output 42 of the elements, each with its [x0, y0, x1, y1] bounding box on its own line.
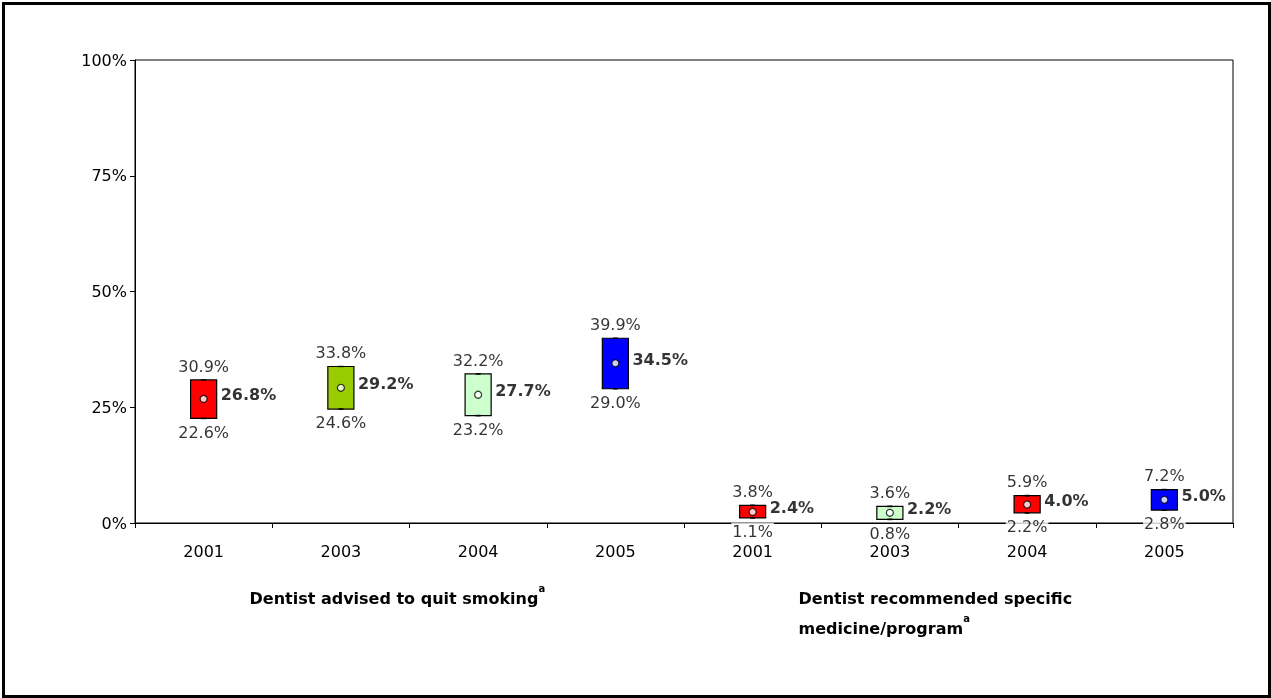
y-tick-label: 100%	[81, 50, 127, 70]
data-label: 33.8%	[315, 343, 367, 363]
data-label: 2.2%	[906, 499, 952, 519]
data-label: 29.0%	[589, 393, 641, 413]
data-label: 3.6%	[869, 482, 911, 502]
x-tick-label: 2004	[1006, 541, 1048, 561]
x-tick-label: 2001	[732, 541, 773, 561]
data-label: 1.1%	[732, 522, 773, 542]
data-label: 30.9%	[178, 356, 230, 376]
bar	[601, 337, 630, 390]
data-label: 23.2%	[452, 419, 504, 439]
bar	[189, 379, 218, 419]
x-tick-label: 2005	[1144, 541, 1185, 561]
bar	[464, 373, 492, 417]
data-label: 2.8%	[1144, 514, 1185, 534]
y-tick-label: 75%	[91, 166, 127, 186]
bar	[327, 365, 355, 410]
data-label: 22.6%	[178, 422, 230, 442]
point	[611, 359, 620, 368]
data-label: 4.0%	[1044, 490, 1089, 510]
y-tick-label: 50%	[91, 282, 127, 301]
point	[474, 390, 483, 399]
data-label: 5.9%	[1006, 472, 1048, 492]
data-label: 24.6%	[315, 413, 367, 433]
data-label: 7.2%	[1144, 466, 1185, 486]
data-label: 5.0%	[1181, 486, 1226, 506]
x-tick-label: 2003	[320, 541, 362, 561]
point	[336, 383, 345, 392]
data-label: 0.8%	[869, 523, 911, 543]
data-label: 39.9%	[589, 314, 641, 334]
x-tick-label: 2005	[595, 541, 636, 561]
data-label: 29.2%	[357, 374, 414, 394]
data-label: 27.7%	[495, 381, 551, 401]
y-tick-label: 0%	[101, 513, 127, 533]
y-tick-label: 25%	[91, 397, 127, 417]
x-tick-label: 2004	[457, 541, 499, 561]
x-tick-label: 2001	[183, 541, 224, 561]
x-tick-label: 2003	[869, 541, 911, 561]
data-label: 34.5%	[632, 349, 688, 369]
data-label: 26.8%	[220, 385, 277, 405]
data-label: 2.2%	[1006, 517, 1048, 537]
data-label: 32.2%	[452, 350, 504, 370]
